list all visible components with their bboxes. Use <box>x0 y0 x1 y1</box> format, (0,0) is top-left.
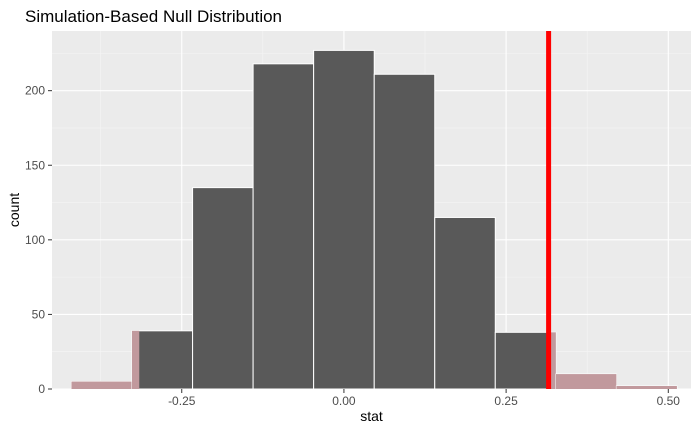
histogram-bar <box>494 331 557 390</box>
x-tick-label: 0.00 <box>332 394 356 408</box>
histogram-bar <box>434 216 496 390</box>
x-tick-label: 0.50 <box>657 394 681 408</box>
x-axis-label: stat <box>360 408 383 424</box>
bars <box>70 49 678 390</box>
shaded-bar-region <box>71 381 132 389</box>
histogram-bar <box>373 73 436 390</box>
histogram-bar <box>131 330 194 390</box>
y-tick-label: 150 <box>25 158 45 172</box>
x-tick-label: 0.25 <box>494 394 518 408</box>
shaded-bar-region <box>131 330 140 389</box>
histogram-bar <box>252 63 315 390</box>
y-tick-label: 100 <box>25 233 45 247</box>
y-axis-label: count <box>6 193 22 227</box>
shaded-bar-region <box>548 332 556 389</box>
y-tick-label: 50 <box>32 307 46 321</box>
histogram-bar <box>192 187 254 390</box>
x-tick-label: -0.25 <box>168 394 196 408</box>
shaded-bar-region <box>616 386 677 389</box>
chart-title: Simulation-Based Null Distribution <box>25 7 282 26</box>
axes: -0.25 0.00 0.25 0.50 0 50 100 150 200 <box>25 84 680 408</box>
histogram-bar <box>313 49 375 390</box>
shaded-bar-region <box>555 374 617 389</box>
y-tick-label: 0 <box>38 382 45 396</box>
y-tick-label: 200 <box>25 84 45 98</box>
